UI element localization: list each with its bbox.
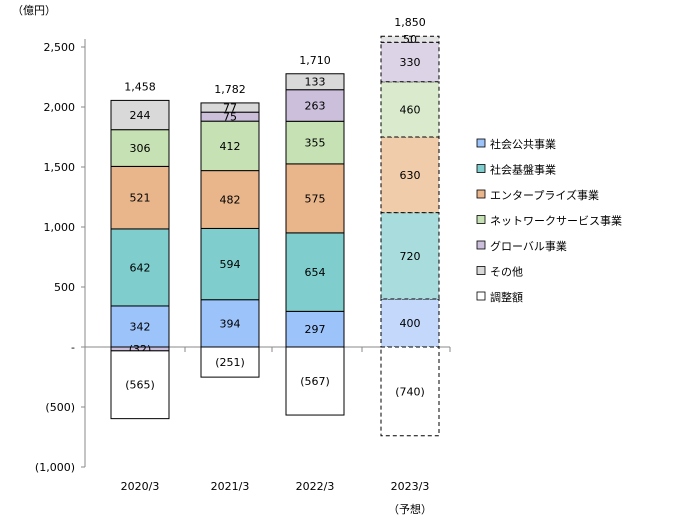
data-label: (567) bbox=[300, 375, 330, 388]
data-label: 330 bbox=[400, 56, 421, 69]
data-label: 75 bbox=[223, 111, 237, 124]
y-tick-label: 500 bbox=[54, 281, 75, 294]
bar-segment bbox=[285, 120, 345, 165]
legend-swatch bbox=[476, 266, 486, 275]
bar-segment bbox=[110, 99, 170, 131]
legend-swatch bbox=[476, 189, 486, 199]
x-tick-sublabel: （予想） bbox=[388, 502, 432, 516]
data-label: 342 bbox=[130, 320, 151, 333]
bar-segment bbox=[200, 170, 260, 229]
data-label: 297 bbox=[305, 323, 326, 336]
data-label: (740) bbox=[395, 385, 425, 398]
legend-label: 社会公共事業 bbox=[490, 137, 556, 151]
data-label: 630 bbox=[400, 169, 421, 182]
data-label: 306 bbox=[130, 142, 151, 155]
bar-segment bbox=[285, 73, 345, 91]
data-label: 654 bbox=[305, 266, 326, 279]
legend-swatch bbox=[476, 215, 486, 224]
bar-segment bbox=[380, 136, 440, 214]
legend-label: エンタープライズ事業 bbox=[490, 188, 599, 202]
x-tick-label: 2020/3 bbox=[121, 480, 160, 493]
data-label: 720 bbox=[400, 250, 421, 263]
x-tick-label: 2022/3 bbox=[296, 480, 335, 493]
data-label: 412 bbox=[220, 140, 241, 153]
legend-label: 調整額 bbox=[490, 290, 523, 304]
total-label: 1,782 bbox=[214, 83, 246, 96]
y-tick-label: (1,000) bbox=[35, 461, 75, 474]
bar-segment bbox=[110, 228, 170, 307]
legend-swatch bbox=[476, 138, 486, 148]
x-tick-label: 2023/3 bbox=[391, 480, 430, 493]
data-label: 244 bbox=[130, 109, 151, 122]
legend-label: ネットワークサービス事業 bbox=[490, 215, 622, 228]
bar-segment bbox=[285, 163, 345, 234]
bar-segment bbox=[285, 346, 345, 416]
bar-segment bbox=[285, 89, 345, 122]
y-tick-label: 1,500 bbox=[44, 161, 76, 174]
bar-segment bbox=[380, 41, 440, 83]
legend-swatch bbox=[476, 291, 486, 301]
data-label: 263 bbox=[305, 100, 326, 113]
bar-segment bbox=[110, 305, 170, 348]
bar-segment bbox=[285, 310, 345, 348]
data-label: 355 bbox=[305, 137, 326, 150]
data-label: 394 bbox=[220, 317, 241, 330]
y-tick-label: (500) bbox=[45, 401, 75, 414]
bar-segment bbox=[110, 129, 170, 167]
total-label: 1,850 bbox=[394, 16, 426, 29]
data-label: 460 bbox=[400, 103, 421, 116]
total-label: 1,458 bbox=[124, 80, 156, 93]
unit-label: （億円） bbox=[12, 4, 56, 17]
bar-segment bbox=[380, 81, 440, 138]
bar-segment bbox=[380, 346, 440, 437]
x-tick-label: 2021/3 bbox=[211, 480, 250, 493]
legend-swatch bbox=[476, 240, 486, 250]
data-label: 594 bbox=[220, 258, 241, 271]
bar-segment bbox=[200, 102, 260, 113]
legend-label: 社会基盤事業 bbox=[490, 163, 556, 177]
y-tick-label: - bbox=[71, 341, 75, 354]
bar-segment bbox=[285, 232, 345, 312]
y-tick-label: 1,000 bbox=[44, 221, 76, 234]
bar-segment bbox=[200, 227, 260, 301]
data-label: 575 bbox=[305, 192, 326, 205]
data-label: 521 bbox=[130, 192, 151, 205]
legend-label: その他 bbox=[490, 266, 523, 279]
y-tick-label: 2,500 bbox=[44, 41, 76, 54]
bar-segment bbox=[200, 346, 260, 378]
bar-segment bbox=[200, 299, 260, 348]
legend-swatch bbox=[476, 164, 486, 173]
data-label: (565) bbox=[125, 379, 155, 392]
data-label: 77 bbox=[223, 102, 237, 115]
y-tick-label: 2,000 bbox=[44, 101, 76, 114]
data-label: 50 bbox=[403, 33, 417, 46]
bar-segment bbox=[110, 165, 170, 230]
bar-segment bbox=[380, 212, 440, 300]
total-label: 1,710 bbox=[299, 54, 331, 67]
legend-label: グローバル事業 bbox=[490, 239, 567, 253]
bar-segment bbox=[380, 35, 440, 43]
data-label: 482 bbox=[220, 194, 241, 207]
bar-segment bbox=[110, 350, 170, 420]
data-label: 400 bbox=[400, 317, 421, 330]
data-label: (251) bbox=[215, 356, 245, 369]
data-label: 133 bbox=[305, 76, 326, 89]
data-label: 642 bbox=[130, 261, 151, 274]
